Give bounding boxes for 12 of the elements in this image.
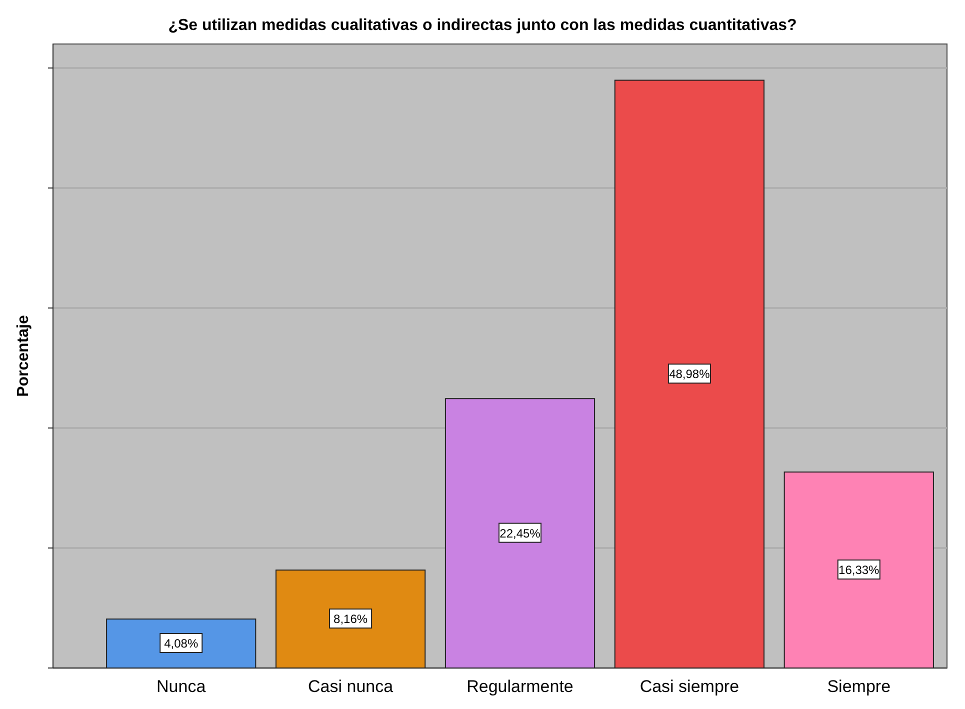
- data-label: 8,16%: [334, 612, 368, 626]
- y-axis-title: Porcentaje: [15, 314, 32, 397]
- data-label: 16,33%: [838, 563, 880, 578]
- data-label: 48,98%: [669, 367, 710, 382]
- x-tick-label: Siempre: [827, 677, 891, 696]
- chart-title: ¿Se utilizan medidas cualitativas o indirectas junto con las medidas cuantitativas?: [168, 17, 797, 34]
- x-tick-label: Regularmente: [466, 677, 574, 696]
- data-label: 22,45%: [500, 526, 541, 540]
- x-tick-label: Casi siempre: [640, 677, 740, 696]
- data-label: 4,08%: [164, 636, 198, 651]
- x-tick-label: Casi nunca: [308, 677, 394, 696]
- x-tick-label: Nunca: [156, 677, 206, 696]
